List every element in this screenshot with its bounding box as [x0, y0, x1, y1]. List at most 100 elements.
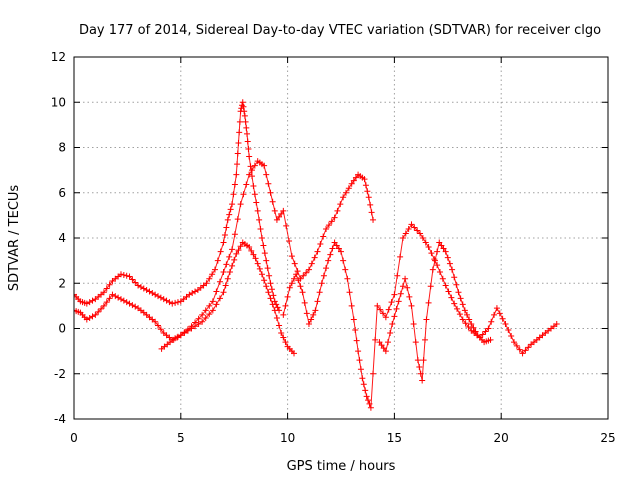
data-point — [301, 299, 308, 306]
data-point — [181, 329, 188, 336]
data-point — [493, 305, 500, 312]
data-point — [385, 306, 392, 313]
data-point — [100, 289, 107, 296]
data-point — [278, 330, 285, 337]
data-point — [276, 213, 283, 220]
data-point — [117, 296, 124, 303]
data-point — [364, 188, 371, 195]
x-tick-label: 0 — [70, 431, 78, 445]
data-point — [461, 307, 468, 314]
data-point — [505, 327, 512, 334]
data-point — [516, 346, 523, 353]
data-point — [399, 235, 406, 241]
data-point — [485, 325, 492, 332]
data-point — [519, 350, 526, 357]
data-point — [216, 278, 223, 285]
data-point — [391, 291, 398, 298]
data-point — [388, 299, 395, 306]
data-point — [472, 328, 479, 335]
data-point — [123, 299, 130, 306]
data-point — [89, 313, 96, 320]
data-point — [240, 103, 247, 110]
data-point — [280, 207, 287, 214]
plot-frame — [73, 56, 609, 420]
data-point — [440, 245, 447, 252]
x-tick-label: 10 — [280, 431, 295, 445]
data-point — [442, 248, 449, 255]
y-tick-label: -4 — [54, 412, 66, 426]
data-point — [140, 285, 147, 292]
y-tick-label: 0 — [58, 322, 66, 336]
data-point — [303, 310, 310, 317]
data-point — [235, 247, 242, 254]
data-point — [370, 370, 377, 377]
data-point — [224, 216, 231, 223]
data-point — [367, 404, 374, 411]
data-point — [129, 302, 136, 309]
data-point — [152, 291, 159, 298]
y-tick-label: 2 — [58, 276, 66, 290]
data-point — [214, 257, 221, 264]
data-point — [213, 301, 220, 308]
data-point — [261, 277, 268, 284]
data-point — [397, 290, 404, 297]
data-point — [206, 302, 213, 309]
data-point — [353, 337, 360, 344]
data-point — [499, 315, 506, 322]
data-point — [308, 260, 315, 267]
data-point — [261, 250, 268, 257]
data-point — [297, 283, 304, 290]
data-point — [419, 235, 426, 241]
data-point — [312, 307, 319, 314]
data-point — [143, 287, 150, 294]
y-tick-label: 8 — [58, 141, 66, 155]
data-point — [235, 139, 242, 146]
y-tick-label: -2 — [54, 367, 66, 381]
data-point — [220, 239, 227, 246]
data-point — [271, 307, 278, 314]
x-tick-label: 25 — [600, 431, 615, 445]
data-point — [425, 299, 432, 306]
data-point — [295, 277, 302, 284]
data-point — [229, 262, 236, 269]
data-point — [502, 320, 509, 327]
data-point — [254, 207, 261, 214]
data-point — [167, 339, 174, 346]
data-point — [291, 275, 298, 282]
data-point — [252, 255, 259, 262]
data-point — [456, 311, 463, 318]
data-point — [192, 288, 199, 295]
data-point — [445, 288, 452, 295]
data-point — [442, 282, 449, 289]
data-point — [363, 393, 370, 400]
data-point — [231, 181, 238, 188]
data-point — [384, 339, 391, 346]
data-point — [267, 280, 274, 287]
data-point — [288, 253, 295, 260]
data-point — [206, 311, 213, 318]
data-point — [266, 272, 273, 279]
data-point — [482, 328, 489, 335]
data-point — [329, 245, 336, 252]
data-point — [370, 216, 377, 223]
data-point — [220, 268, 227, 275]
data-point — [431, 257, 438, 264]
data-point — [380, 345, 387, 352]
data-point — [553, 320, 560, 327]
data-point — [206, 275, 213, 282]
data-point — [202, 314, 209, 321]
data-point — [169, 300, 176, 307]
data-point — [305, 320, 312, 327]
data-point — [320, 233, 327, 240]
data-point — [459, 301, 466, 308]
data-point — [346, 289, 353, 296]
data-point — [221, 231, 228, 238]
data-point — [283, 222, 290, 229]
data-point — [362, 182, 369, 189]
data-point — [423, 316, 430, 323]
data-point — [522, 347, 529, 354]
data-point — [291, 260, 298, 267]
data-point — [451, 300, 458, 307]
data-point — [166, 299, 173, 306]
